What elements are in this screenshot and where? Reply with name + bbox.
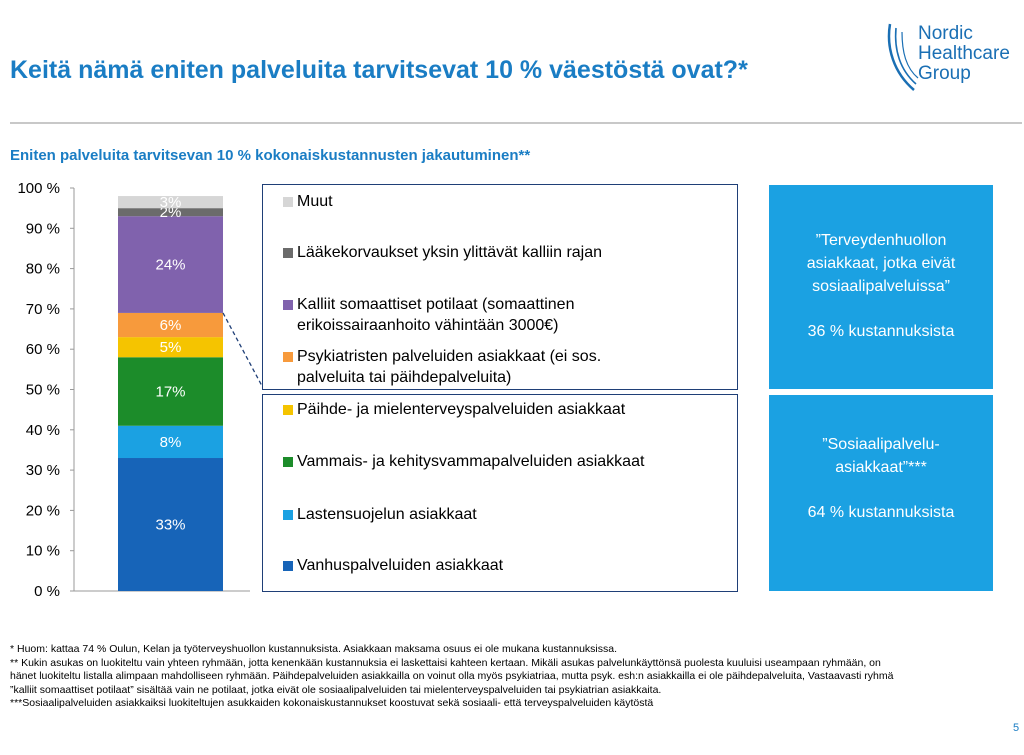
logo-line-2: Healthcare xyxy=(918,43,1010,64)
y-tick-label: 80 % xyxy=(26,261,60,278)
legend-swatch xyxy=(283,561,293,571)
legend-item-vammais: Vammais- ja kehitysvammapalveluiden asia… xyxy=(283,451,727,472)
info-box-percentage: 36 % kustannuksista xyxy=(807,323,955,340)
legend-label: Lastensuojelun asiakkaat xyxy=(297,506,477,523)
legend-swatch xyxy=(283,248,293,258)
data-label: 3% xyxy=(160,194,182,211)
legend-swatch xyxy=(283,300,293,310)
y-tick-label: 40 % xyxy=(26,422,60,439)
info-box-quote: ”Sosiaalipalvelu-asiakkaat”*** xyxy=(822,436,940,476)
legend-label: Kalliit somaattiset potilaat (somaattine… xyxy=(297,296,575,334)
legend-swatch xyxy=(283,352,293,362)
bar-segment xyxy=(118,312,223,338)
legend-label: Psykiatristen palveluiden asiakkaat (ei … xyxy=(297,348,602,386)
logo-text: Nordic Healthcare Group xyxy=(918,24,1010,84)
bar-segment xyxy=(118,208,223,217)
data-label: 33% xyxy=(155,517,185,534)
page-number: 5 xyxy=(1013,722,1020,734)
legend-swatch xyxy=(283,405,293,415)
y-tick-label: 100 % xyxy=(17,180,60,197)
y-tick-label: 90 % xyxy=(26,220,60,237)
data-label: 2% xyxy=(160,204,182,221)
legend-label: Vanhuspalveluiden asiakkaat xyxy=(297,557,504,574)
connector-line xyxy=(222,312,263,387)
legend-label: Vammais- ja kehitysvammapalveluiden asia… xyxy=(297,453,645,470)
y-tick-label: 0 % xyxy=(34,583,60,600)
footnote-3: ***Sosiaalipalveluiden asiakkaiksi luoki… xyxy=(10,697,654,709)
bar-segment xyxy=(118,216,223,313)
legend-box-health: Muut Lääkekorvaukset yksin ylittävät kal… xyxy=(262,184,738,390)
legend-item-vanhus: Vanhuspalveluiden asiakkaat xyxy=(283,555,727,576)
footnote-1: * Huom: kattaa 74 % Oulun, Kelan ja työt… xyxy=(10,643,617,655)
footnotes: * Huom: kattaa 74 % Oulun, Kelan ja työt… xyxy=(10,643,910,711)
legend-swatch xyxy=(283,510,293,520)
data-label: 6% xyxy=(160,317,182,334)
y-tick-label: 60 % xyxy=(26,341,60,358)
legend-item-paihde: Päihde- ja mielenterveyspalveluiden asia… xyxy=(283,399,727,420)
data-label: 5% xyxy=(160,339,182,356)
legend-swatch xyxy=(283,197,293,207)
info-box-health: ”Terveydenhuollon asiakkaat, jotka eivät… xyxy=(769,185,993,389)
y-tick-label: 50 % xyxy=(26,382,60,399)
bar-segment xyxy=(118,196,223,209)
company-logo: Nordic Healthcare Group xyxy=(884,18,1024,98)
header-divider xyxy=(10,122,1022,124)
info-box-percentage: 64 % kustannuksista xyxy=(807,504,955,521)
logo-line-3: Group xyxy=(918,63,971,84)
legend-swatch xyxy=(283,457,293,467)
logo-mark-icon xyxy=(887,23,919,91)
legend-label: Päihde- ja mielenterveyspalveluiden asia… xyxy=(297,401,626,418)
legend-item-muut: Muut xyxy=(283,191,727,212)
y-tick-label: 10 % xyxy=(26,543,60,560)
footnote-2: ** Kukin asukas on luokiteltu vain yhtee… xyxy=(10,656,894,696)
legend-item-lastensuojelu: Lastensuojelun asiakkaat xyxy=(283,504,727,525)
bar-segment xyxy=(118,337,223,358)
legend-label: Lääkekorvaukset yksin ylittävät kalliin … xyxy=(297,244,603,261)
y-tick-label: 70 % xyxy=(26,301,60,318)
legend-item-kalliit-somaattiset: Kalliit somaattiset potilaat (somaattine… xyxy=(283,294,627,336)
legend-box-social: Päihde- ja mielenterveyspalveluiden asia… xyxy=(262,394,738,592)
chart-subtitle: Eniten palveluita tarvitsevan 10 % kokon… xyxy=(10,147,531,164)
info-box-quote: ”Terveydenhuollon asiakkaat, jotka eivät… xyxy=(806,232,956,295)
y-tick-label: 30 % xyxy=(26,462,60,479)
info-box-social: ”Sosiaalipalvelu-asiakkaat”*** 64 % kust… xyxy=(769,395,993,591)
y-tick-label: 20 % xyxy=(26,502,60,519)
data-label: 24% xyxy=(155,257,185,274)
page-title: Keitä nämä eniten palveluita tarvitsevat… xyxy=(10,56,748,84)
bar-segment xyxy=(118,458,223,591)
bar-segment xyxy=(118,357,223,426)
logo-line-1: Nordic xyxy=(918,23,973,44)
legend-item-laakekorvaukset: Lääkekorvaukset yksin ylittävät kalliin … xyxy=(283,242,727,263)
legend-label: Muut xyxy=(297,193,333,210)
data-label: 8% xyxy=(160,434,182,451)
stacked-bar-chart: 0 % 10 % 20 % 30 % 40 % 50 % 60 % 70 % 80 % 90 % 1… xyxy=(17,180,263,600)
legend-item-psykiatristen: Psykiatristen palveluiden asiakkaat (ei … xyxy=(283,346,647,388)
bar-segment xyxy=(118,425,223,459)
data-label: 17% xyxy=(155,384,185,401)
